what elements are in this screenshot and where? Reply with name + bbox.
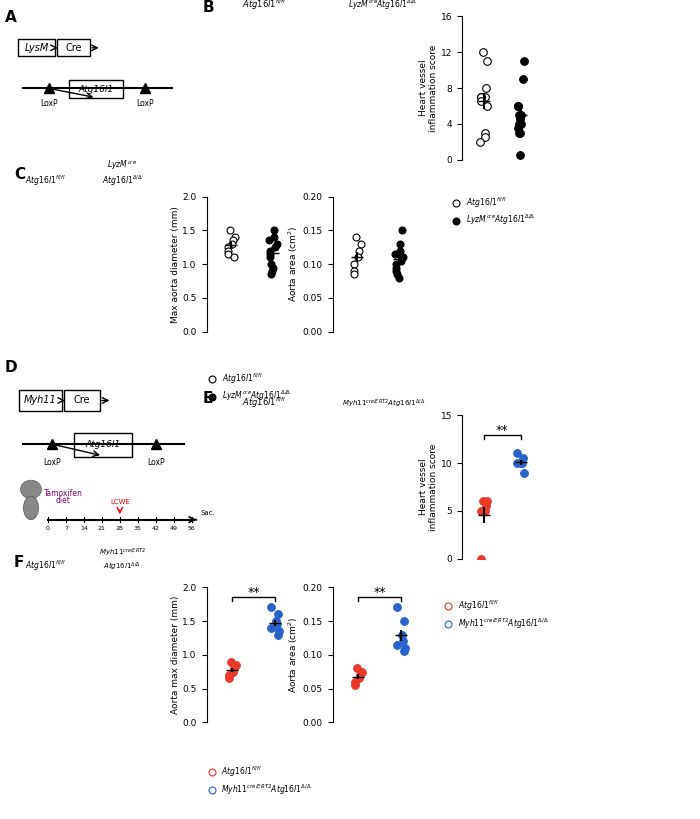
Text: Tamoxifen: Tamoxifen xyxy=(43,489,83,498)
Text: 28: 28 xyxy=(116,526,124,531)
Legend: $Atg16l1^{fl/fl}$, $Myh11^{cre/ERT2}Atg16l1^{\Delta/\Delta}$: $Atg16l1^{fl/fl}$, $Myh11^{cre/ERT2}Atg1… xyxy=(201,762,316,799)
Title: $LyzM^{cre}$
$Atg16l1^{\Delta/\Delta}$: $LyzM^{cre}$ $Atg16l1^{\Delta/\Delta}$ xyxy=(102,158,144,188)
Title: $Myh11^{cre/ERT2}$
$Atg16l1^{\Delta/\Delta}$: $Myh11^{cre/ERT2}$ $Atg16l1^{\Delta/\Del… xyxy=(99,547,146,573)
Text: LoxP: LoxP xyxy=(147,458,164,467)
Text: **: ** xyxy=(496,424,508,437)
Title: $Atg16l1^{fl/fl}$: $Atg16l1^{fl/fl}$ xyxy=(242,0,286,12)
Y-axis label: Heart vessel
inflammation score: Heart vessel inflammation score xyxy=(419,443,438,531)
Text: Sac.: Sac. xyxy=(200,510,215,516)
Legend: $Atg16l1^{fl/fl}$, $LyzM^{cre}Atg16l1^{\Delta/\Delta}$: $Atg16l1^{fl/fl}$, $LyzM^{cre}Atg16l1^{\… xyxy=(201,369,295,406)
Text: LoxP: LoxP xyxy=(43,458,61,467)
Text: 14: 14 xyxy=(80,526,88,531)
Text: Cre: Cre xyxy=(65,43,82,53)
Y-axis label: Aorta area (cm$^{2}$): Aorta area (cm$^{2}$) xyxy=(286,226,300,302)
FancyBboxPatch shape xyxy=(64,390,100,411)
Text: 42: 42 xyxy=(152,526,160,531)
FancyBboxPatch shape xyxy=(69,80,123,98)
Text: 7: 7 xyxy=(64,526,68,531)
Ellipse shape xyxy=(24,496,38,520)
Text: LoxP: LoxP xyxy=(136,99,154,108)
Title: $Atg16l1^{fl/fl}$: $Atg16l1^{fl/fl}$ xyxy=(25,174,66,188)
Text: 0: 0 xyxy=(46,526,50,531)
Text: D: D xyxy=(4,360,18,375)
FancyBboxPatch shape xyxy=(18,39,55,57)
Text: **: ** xyxy=(248,586,260,599)
Text: 35: 35 xyxy=(134,526,141,531)
Text: Atg16l1: Atg16l1 xyxy=(78,84,114,93)
Text: 21: 21 xyxy=(98,526,106,531)
FancyBboxPatch shape xyxy=(19,390,62,411)
Legend: $Atg16l1^{fl/fl}$, $LyzM^{cre}Atg16l1^{\Delta/\Delta}$: $Atg16l1^{fl/fl}$, $LyzM^{cre}Atg16l1^{\… xyxy=(446,192,539,230)
Title: $Atg16l1^{fl/fl}$: $Atg16l1^{fl/fl}$ xyxy=(25,559,66,573)
Legend: $Atg16l1^{fl/fl}$, $Myh11^{cre/ERT2}Atg16l1^{\Delta/\Delta}$: $Atg16l1^{fl/fl}$, $Myh11^{cre/ERT2}Atg1… xyxy=(438,595,552,634)
Text: C: C xyxy=(14,166,25,182)
Text: B: B xyxy=(203,0,215,16)
Title: $Myh11^{cre/ERT2}Atg16l1^{\Delta/\Delta}$: $Myh11^{cre/ERT2}Atg16l1^{\Delta/\Delta}… xyxy=(342,397,425,410)
Y-axis label: Max aorta diameter (mm): Max aorta diameter (mm) xyxy=(171,206,180,323)
FancyBboxPatch shape xyxy=(74,433,132,457)
Text: **: ** xyxy=(374,586,386,599)
Y-axis label: Aorta area (cm$^{2}$): Aorta area (cm$^{2}$) xyxy=(286,617,300,693)
Title: $LyzM^{cre}Atg16l1^{\Delta/\Delta}$: $LyzM^{cre}Atg16l1^{\Delta/\Delta}$ xyxy=(349,0,418,12)
Y-axis label: Heart vessel
inflammation score: Heart vessel inflammation score xyxy=(419,44,438,132)
Text: 49: 49 xyxy=(169,526,178,531)
Y-axis label: Aorta max diameter (mm): Aorta max diameter (mm) xyxy=(171,595,180,714)
Text: LCWE: LCWE xyxy=(110,500,130,505)
Text: Atg16l1: Atg16l1 xyxy=(85,441,120,450)
Text: Myh11: Myh11 xyxy=(24,396,57,405)
Text: F: F xyxy=(14,554,24,570)
Text: A: A xyxy=(6,10,17,25)
Text: E: E xyxy=(203,391,214,406)
Title: $Atg16l1^{fl/fl}$: $Atg16l1^{fl/fl}$ xyxy=(242,395,286,410)
Circle shape xyxy=(20,480,41,499)
Text: Cre: Cre xyxy=(74,396,90,405)
Text: diet: diet xyxy=(56,496,71,505)
FancyBboxPatch shape xyxy=(57,39,90,57)
Text: LoxP: LoxP xyxy=(40,99,58,108)
Text: LysM: LysM xyxy=(25,43,49,53)
Text: 56: 56 xyxy=(188,526,195,531)
